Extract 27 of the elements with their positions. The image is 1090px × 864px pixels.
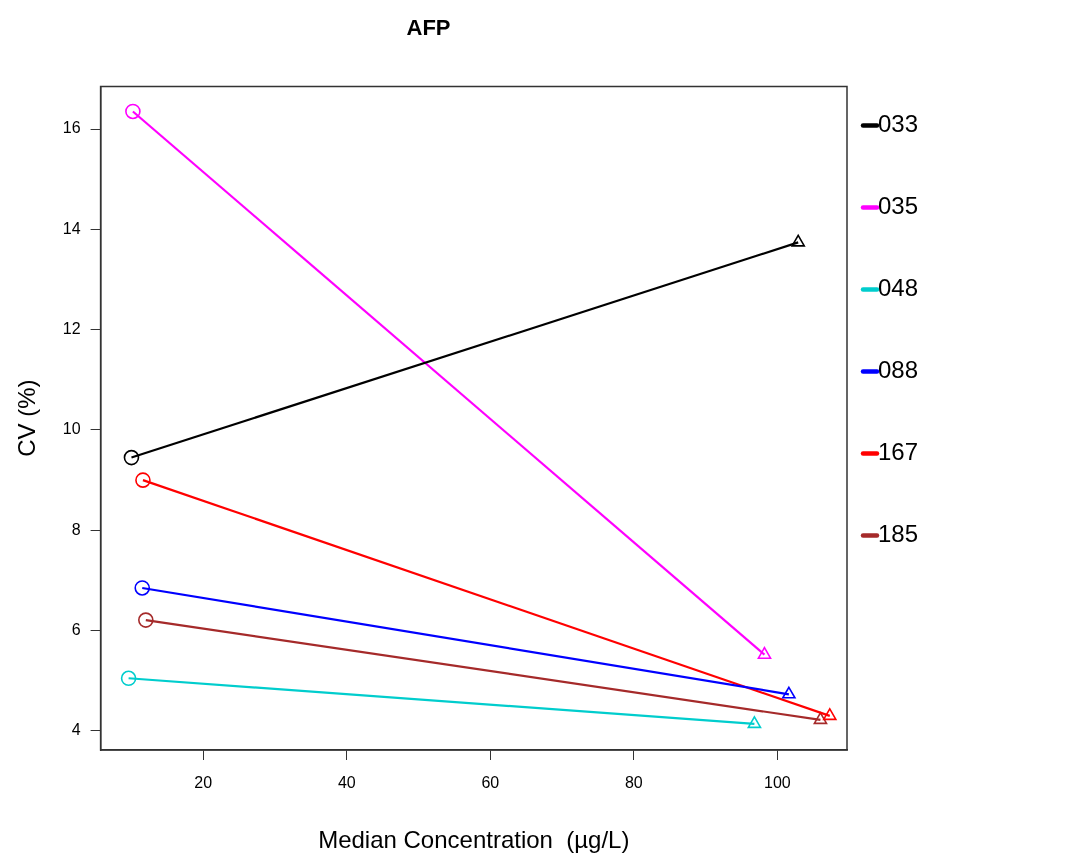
- point: [123, 449, 140, 466]
- legend-label: 088: [878, 356, 919, 384]
- legend-label: 048: [878, 274, 919, 302]
- legend-label: 033: [878, 110, 919, 138]
- legend-label: 185: [878, 520, 919, 548]
- x-tick-label: 60: [481, 774, 500, 792]
- x-tick-label: 20: [194, 774, 213, 792]
- legend-label: 167: [878, 438, 919, 466]
- y-tick-label: 4: [71, 721, 81, 739]
- y-tick-label: 6: [71, 621, 81, 639]
- x-axis-title: Median Concentration (µg/L): [318, 826, 630, 854]
- point: [135, 472, 151, 488]
- point: [120, 670, 137, 687]
- x-tick-label: 100: [764, 774, 791, 792]
- y-tick-label: 16: [62, 119, 81, 137]
- point: [125, 103, 141, 120]
- point: [134, 580, 151, 596]
- y-tick-label: 10: [62, 420, 81, 438]
- x-tick-label: 80: [624, 774, 643, 792]
- y-axis-title: CV (%): [13, 379, 41, 457]
- legend-label: 035: [878, 192, 919, 220]
- point: [138, 612, 154, 628]
- y-tick-label: 14: [62, 219, 81, 237]
- x-tick-label: 40: [337, 774, 356, 792]
- chart-title: AFP: [406, 15, 451, 41]
- y-tick-label: 12: [62, 320, 81, 338]
- y-tick-label: 8: [71, 520, 81, 538]
